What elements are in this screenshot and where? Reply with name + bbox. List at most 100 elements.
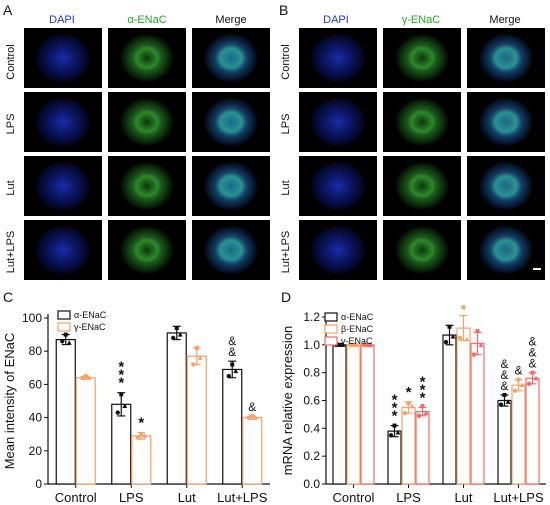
chart-c-y-tick-label: 40 [29,411,43,425]
chart-d-bar-2-1 [415,411,430,485]
panel-b-micrograph-lps-enac [395,98,449,146]
chart-c-data-point [177,332,183,337]
chart-c-data-point [119,392,124,397]
panel-letter-c: C [3,289,13,305]
chart-d-significance-mark: * [392,392,398,409]
chart-c-x-tick-label: Lut+LPS [217,490,268,505]
chart-d-significance-mark: * [406,384,412,401]
chart-c-y-tick-label: 0 [35,477,42,491]
panel-b-micrograph-control-enac [395,34,449,82]
panel-b-micrograph-lut-enac [395,162,449,210]
chart-c-significance-mark: * [138,415,144,432]
chart-d-data-point [443,339,449,345]
panel-a-row-lut: Lut [5,180,17,195]
chart-d-data-point [461,305,466,310]
chart-d-bar-1-0 [346,344,361,485]
panel-letter-b: B [279,2,288,18]
chart-c-data-point [86,375,92,380]
chart-d-bar-2-0 [360,344,375,485]
chart-d-data-point [388,433,394,438]
chart-c-data-point [83,374,88,379]
chart-d-data-point [340,342,346,347]
chart-d-bar-0-3 [497,399,512,485]
chart-c-y-axis-label: Mean intensity of ENaC [2,333,17,470]
panel-b-col-gamma-enac: γ-ENaC [402,14,441,26]
chart-d-bar-0-1 [387,430,402,485]
chart-c-y-tick-label: 20 [29,444,43,458]
panel-a-row-control: Control [5,44,17,79]
chart-d-x-tick-label: Control [333,490,375,505]
chart-d-data-point [516,377,521,382]
chart-d-bar-1-3 [511,384,526,485]
chart-d-y-tick-label: 0.4 [303,421,320,435]
chart-d-significance-mark: & [528,335,536,349]
chart-d-data-point [365,342,370,347]
chart-d-data-point [526,381,532,386]
chart-c-bar-1-1 [131,435,152,485]
chart-d-data-point [450,333,456,339]
chart-d-data-point [519,382,525,388]
chart-c-bar-1-0 [75,377,96,485]
chart-d-significance-mark: & [528,357,536,371]
chart-d-data-point [368,342,374,347]
panel-a-row-lps: LPS [5,114,17,135]
panel-a-micrograph-control-merge [204,34,258,82]
panel-b-micrograph-lut-lps-merge [479,226,533,274]
panel-b-col-dapi: DAPI [323,14,349,26]
chart-d-data-point [354,342,360,347]
panel-a-micrograph-lps-dapi [36,98,90,146]
chart-d-data-point [464,336,470,342]
chart-d-legend-swatch [324,336,338,346]
panel-b-micrograph-lps-merge [479,98,533,146]
panel-a-col-dapi: DAPI [49,14,75,26]
chart-c-data-point [197,355,203,360]
chart-d-significance-mark: * [420,389,426,406]
chart-d-data-point [392,423,397,428]
chart-d-legend-label: α-ENaC [341,312,374,322]
chart-c-significance-mark: & [248,400,256,414]
chart-c-data-point [63,332,68,337]
scale-bar [533,268,541,270]
panel-a-micrograph-lut-enac [120,162,174,210]
chart-d-significance-mark: * [420,381,426,398]
chart-c-legend-swatch [57,310,71,320]
panel-b-micrograph-control-dapi [311,34,365,82]
chart-d-bar-1-2 [456,327,471,485]
chart-c-data-point [171,335,176,341]
panel-b-row-lps: LPS [280,114,292,135]
chart-c-data-point [139,432,144,437]
chart-d-x-tick-label: LPS [396,490,421,505]
chart-c-data-point [230,362,235,367]
panel-b-micrograph-lut-lps-dapi [311,226,365,274]
chart-c-data-point [142,433,148,438]
chart-c-data-point [191,362,196,367]
chart-c-data-point [135,435,140,440]
panel-b-micrograph-lps-dapi [311,98,365,146]
chart-d-significance-mark: & [500,357,508,371]
chart-c-y-tick-label: 60 [29,377,43,391]
chart-d-y-tick-label: 0.0 [303,477,320,491]
panel-a-micrograph-lut-merge [204,162,258,210]
chart-d-data-point [478,342,484,347]
panel-letter-a: A [3,2,13,18]
chart-c-bar-0-0 [55,338,76,485]
chart-c-data-point [253,415,259,420]
chart-c-data-point [66,340,72,345]
chart-d-significance-mark: & [500,368,508,382]
chart-c-x-tick-label: Control [55,490,97,505]
chart-c-data-point [122,403,128,408]
chart-c-data-point [226,373,231,379]
chart-d-bar-0-0 [332,344,347,485]
chart-c-bar-1-3 [242,417,263,485]
chart-d-significance-mark: & [514,364,522,378]
panel-letter-d: D [281,289,291,305]
chart-c-legend-swatch [57,322,71,332]
chart-d-x-tick-label: Lut+LPS [493,490,544,505]
chart-d-legend-swatch [324,324,338,334]
chart-d-y-tick-label: 0.2 [303,449,320,463]
chart-d-data-point [361,342,367,348]
panel-b-micrograph-lut-lps-enac [395,226,449,274]
chart-d-bar-0-2 [442,334,457,485]
chart-c-x-tick-label: LPS [119,490,144,505]
